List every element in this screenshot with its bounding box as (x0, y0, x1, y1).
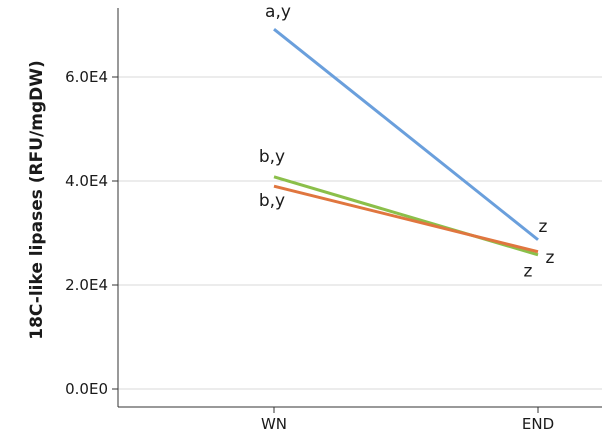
y-axis-label: 18C-like lipases (RFU/mgDW) (27, 60, 47, 340)
point-label: z (546, 248, 555, 268)
point-label: a,y (265, 2, 291, 22)
x-tick-label: WN (261, 415, 287, 433)
y-tick-label: 2.0E4 (65, 276, 108, 294)
series-line-0 (273, 27, 539, 241)
point-label: b,y (259, 191, 285, 211)
series (273, 27, 539, 257)
y-tick-label: 6.0E4 (65, 68, 108, 86)
point-label: z (539, 217, 548, 237)
point-labels: a,y z b,y z b,y z (259, 2, 555, 282)
y-tick-label: 4.0E4 (65, 172, 108, 190)
point-label: z (524, 262, 533, 282)
series-line-2 (273, 184, 539, 254)
axes: 0.0E0 2.0E4 4.0E4 6.0E4 WN END (65, 8, 602, 433)
point-label: b,y (259, 147, 285, 167)
x-tick-label: END (522, 415, 554, 433)
grid (118, 76, 602, 390)
y-tick-label: 0.0E0 (65, 380, 108, 398)
